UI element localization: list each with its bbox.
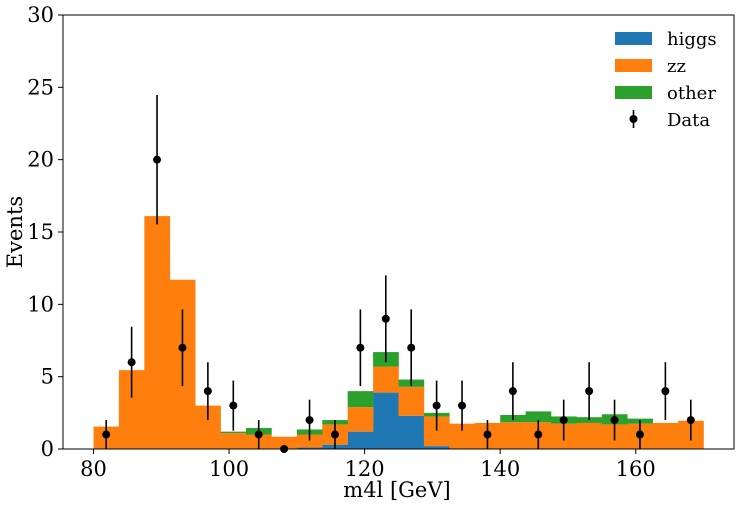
data-point-0	[102, 430, 111, 439]
bar-zz-19	[576, 422, 603, 449]
data-point-13	[432, 401, 441, 410]
legend-label-higgs: higgs	[667, 29, 717, 50]
y-tick-label-30: 30	[27, 3, 54, 27]
y-tick-label-10: 10	[27, 292, 54, 316]
legend-label-other: other	[667, 83, 716, 104]
data-point-4	[203, 387, 212, 396]
x-tick-label-80: 80	[80, 457, 107, 481]
x-tick-label-140: 140	[480, 457, 520, 481]
data-point-9	[330, 430, 339, 439]
bar-other-17	[525, 411, 552, 423]
data-point-21	[635, 430, 644, 439]
data-point-5	[229, 401, 238, 410]
bar-zz-10	[347, 407, 374, 432]
data-point-23	[686, 416, 695, 425]
data-point-1	[127, 358, 136, 367]
data-point-3	[178, 343, 187, 352]
data-point-11	[381, 314, 390, 323]
bar-higgs-10	[347, 431, 374, 449]
legend-label-zz: zz	[667, 56, 686, 77]
legend-marker-data	[629, 115, 638, 123]
legend: higgs zz other Data	[615, 29, 717, 131]
data-point-2	[153, 155, 162, 164]
bar-zz-16	[500, 422, 526, 449]
y-tick-label-5: 5	[41, 365, 54, 389]
legend-swatch-zz	[615, 59, 652, 72]
data-point-16	[508, 387, 517, 396]
data-point-14	[458, 401, 467, 410]
bar-zz-12	[398, 386, 425, 416]
x-axis-title: m4l [GeV]	[343, 478, 450, 502]
data-point-10	[356, 343, 365, 352]
bar-zz-22	[652, 422, 679, 449]
bar-other-5	[220, 431, 247, 434]
y-tick-label-25: 25	[27, 75, 54, 99]
bar-higgs-12	[398, 415, 425, 449]
data-point-12	[407, 343, 416, 352]
y-tick-label-0: 0	[41, 437, 54, 461]
legend-swatch-higgs	[615, 32, 652, 45]
x-tick-label-100: 100	[209, 457, 249, 481]
legend-label-data: Data	[667, 110, 710, 131]
bar-zz-11	[373, 366, 399, 393]
data-point-6	[254, 430, 263, 439]
y-tick-label-15: 15	[27, 220, 54, 244]
data-points	[102, 95, 695, 453]
data-point-8	[305, 416, 314, 425]
bar-higgs-8	[296, 447, 323, 449]
bar-zz-8	[296, 434, 323, 448]
bar-higgs-11	[373, 392, 399, 449]
legend-swatch-other	[615, 86, 652, 99]
bar-zz-5	[220, 433, 247, 449]
y-axis-ticks: 0 5 10 15 20 25 30	[27, 3, 63, 461]
data-point-18	[559, 416, 568, 425]
bar-zz-7	[271, 436, 298, 449]
stacked-bars	[93, 216, 704, 449]
data-point-20	[610, 416, 619, 425]
data-point-15	[483, 430, 492, 439]
data-point-17	[534, 430, 543, 439]
y-tick-label-20: 20	[27, 148, 54, 172]
data-point-22	[661, 387, 670, 396]
bar-other-10	[347, 391, 374, 408]
x-tick-label-160: 160	[616, 457, 656, 481]
bar-zz-2	[144, 216, 171, 449]
x-tick-label-120: 120	[345, 457, 385, 481]
data-point-19	[585, 387, 594, 396]
y-axis-title: Events	[3, 196, 27, 268]
x-axis-ticks: 80 100 120 140 160	[80, 449, 656, 481]
bar-higgs-13	[423, 446, 450, 449]
